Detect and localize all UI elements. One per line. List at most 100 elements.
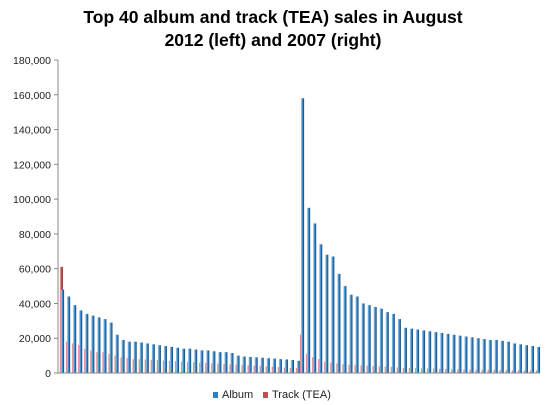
bar-album-2012-25 bbox=[206, 350, 210, 373]
bar-album-2012-13 bbox=[133, 341, 137, 373]
bar-album-2007-25 bbox=[446, 333, 450, 373]
bars-layer bbox=[59, 98, 541, 373]
legend-track-swatch bbox=[263, 392, 268, 398]
bar-album-2012-33 bbox=[254, 357, 258, 373]
bar-album-2007-37 bbox=[518, 344, 522, 373]
bar-album-2012-10 bbox=[115, 334, 119, 373]
bar-album-2012-38 bbox=[284, 359, 288, 373]
legend-album-swatch bbox=[213, 392, 218, 398]
bar-album-2007-5 bbox=[325, 254, 329, 373]
bar-album-2012-16 bbox=[151, 344, 155, 373]
bar-album-2007-19 bbox=[409, 328, 413, 373]
y-tick-label: 160,000 bbox=[13, 90, 51, 102]
bar-album-2007-24 bbox=[440, 333, 444, 373]
bar-album-2012-7 bbox=[97, 317, 101, 373]
y-tick-label: 140,000 bbox=[13, 125, 51, 137]
bar-album-2007-2 bbox=[307, 207, 311, 373]
bar-album-2012-29 bbox=[230, 353, 234, 373]
y-tick-label: 20,000 bbox=[19, 333, 51, 345]
y-tick-label: 40,000 bbox=[19, 298, 51, 310]
bar-album-2012-1 bbox=[61, 289, 65, 373]
bar-album-2007-39 bbox=[530, 346, 534, 373]
bar-album-2012-34 bbox=[260, 357, 264, 373]
bar-album-2007-13 bbox=[373, 306, 377, 373]
bar-album-2007-36 bbox=[512, 343, 516, 373]
bar-album-2012-4 bbox=[79, 310, 83, 373]
bar-album-2012-17 bbox=[157, 345, 161, 373]
bar-album-2007-40 bbox=[536, 346, 541, 373]
bar-album-2007-10 bbox=[355, 296, 359, 373]
bar-album-2007-27 bbox=[458, 335, 462, 373]
bar-album-2007-3 bbox=[313, 223, 317, 373]
bar-album-2012-28 bbox=[224, 352, 228, 373]
chart-title-line-2: 2012 (left) and 2007 (right) bbox=[165, 30, 382, 50]
bar-album-2012-6 bbox=[91, 315, 95, 373]
bar-album-2007-34 bbox=[500, 340, 504, 373]
bar-album-2007-14 bbox=[379, 308, 383, 373]
bar-album-2007-32 bbox=[488, 339, 492, 373]
legend-track-label: Track (TEA) bbox=[272, 389, 331, 401]
y-tick-label: 100,000 bbox=[13, 194, 51, 206]
bar-album-2012-24 bbox=[200, 350, 204, 373]
bar-album-2012-32 bbox=[248, 357, 252, 373]
bar-album-2007-1 bbox=[301, 98, 305, 373]
bar-album-2007-28 bbox=[464, 336, 468, 373]
y-tick-label: 0 bbox=[45, 368, 51, 380]
bar-album-2007-6 bbox=[331, 256, 335, 373]
bar-album-2007-7 bbox=[337, 273, 341, 373]
bar-album-2012-3 bbox=[73, 305, 77, 373]
bar-album-2007-11 bbox=[361, 303, 365, 373]
y-tick-label: 60,000 bbox=[19, 264, 51, 276]
bar-album-2012-35 bbox=[266, 358, 270, 373]
bar-album-2012-39 bbox=[290, 359, 294, 373]
bar-album-2012-21 bbox=[182, 348, 186, 373]
bar-album-2012-26 bbox=[212, 351, 216, 373]
bar-album-2007-16 bbox=[391, 313, 395, 373]
bar-album-2007-31 bbox=[482, 339, 486, 373]
bar-album-2007-17 bbox=[397, 319, 401, 373]
bar-album-2012-15 bbox=[145, 343, 149, 373]
bar-album-2007-9 bbox=[349, 294, 353, 373]
bar-album-2012-37 bbox=[278, 359, 282, 373]
bar-album-2012-14 bbox=[139, 342, 143, 373]
bar-album-2012-9 bbox=[109, 322, 113, 373]
bar-album-2007-35 bbox=[506, 341, 510, 373]
y-tick-label: 120,000 bbox=[13, 159, 51, 171]
bar-album-2007-30 bbox=[476, 338, 480, 373]
bar-album-2012-11 bbox=[121, 339, 125, 373]
bar-album-2012-27 bbox=[218, 352, 222, 373]
legend-album-label: Album bbox=[222, 389, 253, 401]
bar-album-2007-8 bbox=[343, 286, 347, 373]
bar-album-2007-33 bbox=[494, 339, 498, 373]
bar-album-2012-36 bbox=[272, 358, 276, 373]
bar-album-2007-23 bbox=[434, 332, 438, 373]
bar-album-2007-4 bbox=[319, 244, 323, 373]
bar-album-2012-23 bbox=[194, 349, 198, 373]
y-tick-label: 80,000 bbox=[19, 229, 51, 241]
legend: Album Track (TEA) bbox=[213, 389, 331, 401]
bar-album-2007-18 bbox=[403, 327, 407, 373]
bar-album-2007-12 bbox=[367, 305, 371, 373]
bar-album-2007-20 bbox=[415, 329, 420, 373]
bar-album-2012-2 bbox=[67, 296, 71, 373]
bar-album-2012-22 bbox=[188, 348, 192, 373]
bar-album-2007-22 bbox=[428, 331, 432, 373]
bar-album-2012-30 bbox=[236, 355, 240, 373]
bar-album-2012-40 bbox=[296, 360, 301, 373]
bar-album-2007-26 bbox=[452, 334, 456, 373]
bar-album-2012-5 bbox=[85, 313, 89, 373]
bar-album-2012-19 bbox=[169, 346, 173, 373]
bar-album-2012-20 bbox=[175, 347, 180, 373]
bar-album-2012-18 bbox=[163, 346, 167, 373]
bar-album-2012-8 bbox=[103, 319, 107, 373]
bar-album-2007-15 bbox=[385, 312, 389, 373]
y-tick-label: 180,000 bbox=[13, 55, 51, 67]
bar-album-2012-31 bbox=[242, 356, 246, 373]
bar-album-2007-38 bbox=[524, 345, 528, 373]
bar-album-2007-21 bbox=[422, 330, 426, 373]
bar-album-2007-29 bbox=[470, 337, 474, 373]
chart-title-line-1: Top 40 album and track (TEA) sales in Au… bbox=[83, 7, 462, 27]
bar-album-2012-12 bbox=[127, 341, 131, 373]
